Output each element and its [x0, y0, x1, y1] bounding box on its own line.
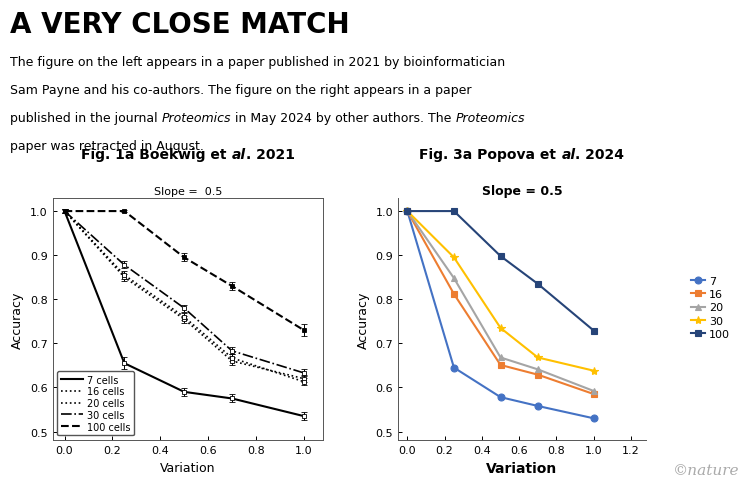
Text: published in the journal: published in the journal [10, 112, 161, 125]
Line: 7: 7 [404, 208, 597, 422]
7 [590, 416, 599, 422]
20 [403, 209, 412, 214]
100 [533, 281, 542, 287]
Title: Slope =  0.5: Slope = 0.5 [153, 186, 222, 197]
16 [449, 291, 458, 297]
Y-axis label: Accuracy: Accuracy [357, 291, 369, 348]
Text: paper was retracted in August.: paper was retracted in August. [10, 140, 204, 153]
Legend: 7, 16, 20, 30, 100: 7, 16, 20, 30, 100 [687, 272, 734, 344]
Text: . 2021: . 2021 [246, 148, 294, 162]
Line: 100: 100 [404, 208, 597, 334]
7 [496, 394, 505, 400]
20 [590, 388, 599, 394]
16 [533, 372, 542, 378]
Text: Proteomics: Proteomics [161, 112, 231, 125]
Text: Fig. 3a Popova et: Fig. 3a Popova et [420, 148, 561, 162]
30 [590, 368, 599, 374]
Text: al: al [561, 148, 575, 162]
30 [403, 209, 412, 214]
100 [449, 209, 458, 214]
20 [533, 367, 542, 373]
100 [496, 254, 505, 259]
Text: in May 2024 by other authors. The: in May 2024 by other authors. The [231, 112, 455, 125]
7 [533, 403, 542, 409]
16 [496, 363, 505, 368]
Legend: 7 cells, 16 cells, 20 cells, 30 cells, 100 cells: 7 cells, 16 cells, 20 cells, 30 cells, 1… [57, 371, 134, 436]
Text: ©nature: ©nature [673, 463, 740, 477]
Title: Slope = 0.5: Slope = 0.5 [481, 184, 562, 197]
30 [449, 255, 458, 261]
Text: Fig. 1a Boekwig et: Fig. 1a Boekwig et [81, 148, 231, 162]
Text: al: al [231, 148, 246, 162]
Text: A VERY CLOSE MATCH: A VERY CLOSE MATCH [10, 11, 349, 39]
16 [403, 209, 412, 214]
Text: Sam Payne and his co-authors. The figure on the right appears in a paper: Sam Payne and his co-authors. The figure… [10, 84, 472, 97]
Line: 16: 16 [404, 208, 597, 398]
100 [403, 209, 412, 214]
Y-axis label: Accuracy: Accuracy [11, 291, 24, 348]
20 [449, 275, 458, 281]
Text: . 2024: . 2024 [575, 148, 624, 162]
100 [590, 328, 599, 334]
Line: 20: 20 [404, 208, 597, 394]
30 [533, 355, 542, 361]
Text: Proteomics: Proteomics [455, 112, 525, 125]
X-axis label: Variation: Variation [160, 461, 216, 474]
20 [496, 355, 505, 361]
30 [496, 325, 505, 331]
Line: 30: 30 [403, 208, 598, 375]
7 [403, 209, 412, 214]
Text: The figure on the left appears in a paper published in 2021 by bioinformatician: The figure on the left appears in a pape… [10, 56, 505, 69]
16 [590, 392, 599, 397]
X-axis label: Variation: Variation [487, 461, 557, 475]
7 [449, 365, 458, 371]
